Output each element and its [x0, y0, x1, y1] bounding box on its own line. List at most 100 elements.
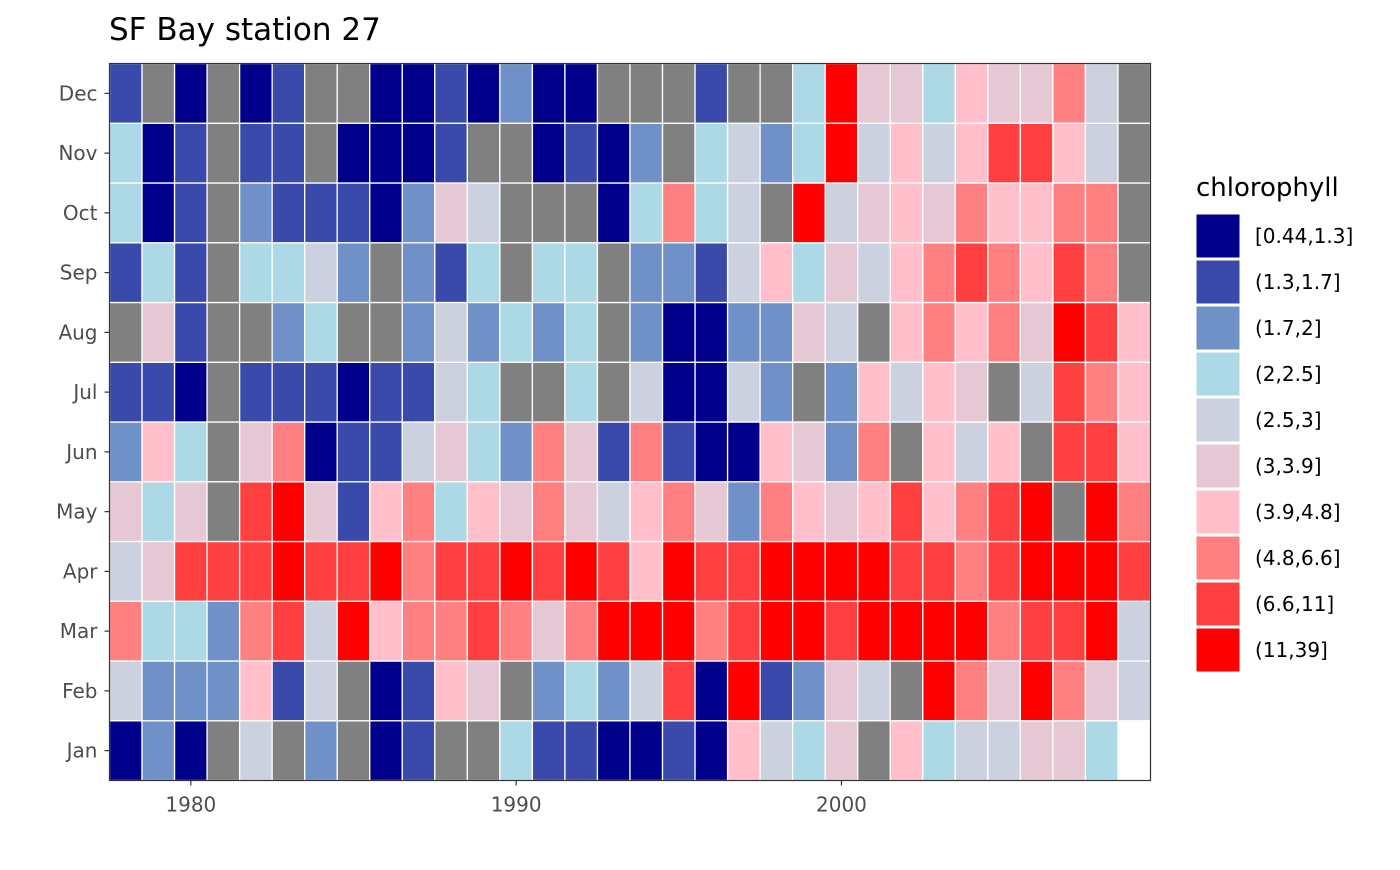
heatmap-cell	[694, 361, 729, 423]
heatmap-cell	[466, 600, 501, 662]
heatmap-cell	[954, 62, 989, 124]
heatmap-cell	[857, 182, 891, 244]
heatmap-cell	[531, 481, 566, 543]
heatmap-cell	[792, 540, 826, 602]
heatmap-cell	[726, 122, 761, 184]
heatmap-cell	[531, 720, 566, 782]
heatmap-cell	[922, 481, 956, 543]
heatmap-cell	[824, 600, 859, 662]
heatmap-cell	[206, 600, 241, 662]
heatmap-cell	[531, 421, 566, 483]
heatmap-cell	[759, 361, 794, 423]
heatmap-cell	[336, 720, 371, 782]
heatmap-cell	[369, 62, 403, 124]
heatmap-cell	[401, 182, 436, 244]
heatmap-cell	[857, 242, 891, 304]
legend-key	[1195, 305, 1241, 351]
y-tick-label: Mar	[60, 619, 99, 643]
heatmap-cell	[304, 242, 338, 304]
heatmap-cell	[792, 600, 826, 662]
legend-label: (11,39]	[1255, 638, 1328, 662]
heatmap-cell	[1084, 481, 1119, 543]
heatmap-cell	[369, 122, 403, 184]
heatmap-cell	[369, 660, 403, 722]
heatmap-cell	[922, 182, 956, 244]
heatmap-cell	[466, 122, 501, 184]
heatmap-cell	[336, 481, 371, 543]
heatmap-cell	[1052, 182, 1087, 244]
heatmap-cell	[564, 600, 599, 662]
heatmap-cell	[304, 481, 338, 543]
heatmap-cell	[499, 720, 534, 782]
heatmap-cell	[596, 62, 631, 124]
heatmap-cell	[792, 62, 826, 124]
heatmap-cell	[564, 421, 599, 483]
heatmap-cell	[466, 421, 501, 483]
heatmap-cell	[857, 481, 891, 543]
legend-key	[1195, 213, 1241, 259]
heatmap-cell	[304, 301, 338, 363]
heatmap-cell	[1052, 242, 1087, 304]
heatmap-cell	[759, 122, 794, 184]
heatmap-cell	[271, 600, 306, 662]
heatmap-cell	[336, 62, 371, 124]
heatmap-cell	[1019, 421, 1054, 483]
heatmap-cell	[336, 540, 371, 602]
heatmap-cell	[108, 62, 143, 124]
heatmap-cell	[108, 122, 143, 184]
heatmap-cell	[824, 540, 859, 602]
heatmap-cell	[889, 720, 924, 782]
heatmap-cell	[629, 62, 664, 124]
y-tick-label: Jun	[64, 440, 97, 464]
heatmap-cell	[759, 481, 794, 543]
heatmap-cell	[889, 301, 924, 363]
heatmap-cell	[466, 720, 501, 782]
heatmap-cell	[857, 122, 891, 184]
heatmap-cell	[1117, 122, 1152, 184]
heatmap-cell	[466, 62, 501, 124]
heatmap-cell	[792, 301, 826, 363]
heatmap-cell	[401, 481, 436, 543]
heatmap-cell	[238, 301, 273, 363]
heatmap-cell	[694, 242, 729, 304]
heatmap-cell	[238, 62, 273, 124]
heatmap-cell	[1117, 301, 1152, 363]
heatmap-cell	[173, 660, 208, 722]
heatmap-cell	[369, 421, 403, 483]
heatmap-cell	[792, 481, 826, 543]
heatmap-cell	[1052, 540, 1087, 602]
y-tick-label: Jul	[71, 380, 97, 404]
heatmap-cell	[661, 600, 696, 662]
heatmap-cell	[336, 122, 371, 184]
heatmap-cell	[1052, 122, 1087, 184]
y-tick-label: Feb	[62, 679, 97, 703]
heatmap-cell	[857, 421, 891, 483]
legend-key	[1195, 351, 1241, 397]
heatmap-cell	[596, 301, 631, 363]
heatmap-cell	[694, 660, 729, 722]
heatmap-cell	[369, 540, 403, 602]
heatmap-cell	[1084, 182, 1119, 244]
heatmap-cell	[922, 660, 956, 722]
heatmap-cell	[336, 660, 371, 722]
heatmap-cell	[889, 122, 924, 184]
heatmap-cell	[108, 720, 143, 782]
heatmap-cell	[206, 182, 241, 244]
legend-label: (4.8,6.6]	[1255, 546, 1341, 570]
heatmap-cell	[499, 301, 534, 363]
heatmap-cell	[401, 122, 436, 184]
heatmap-cell	[661, 720, 696, 782]
heatmap-cell	[271, 421, 306, 483]
heatmap-cell	[922, 242, 956, 304]
heatmap-cell	[499, 361, 534, 423]
heatmap-cell	[564, 242, 599, 304]
heatmap-cell	[369, 481, 403, 543]
heatmap-cell	[401, 660, 436, 722]
heatmap-cell	[304, 421, 338, 483]
heatmap-cell	[1019, 242, 1054, 304]
heatmap-cell	[401, 720, 436, 782]
heatmap-cell	[141, 720, 176, 782]
heatmap-cell	[141, 481, 176, 543]
x-tick-label: 1990	[491, 793, 542, 817]
heatmap-cell	[922, 421, 956, 483]
